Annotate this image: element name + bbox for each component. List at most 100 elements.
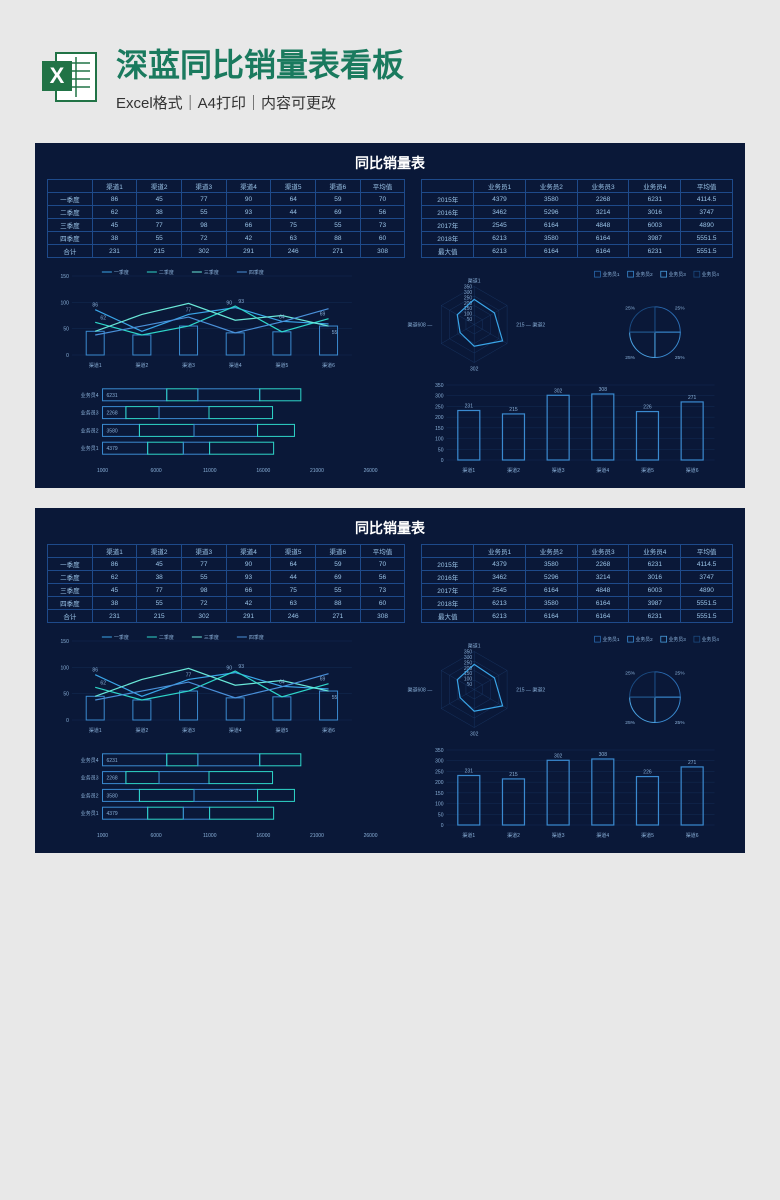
svg-text:渠道1: 渠道1	[462, 832, 475, 839]
svg-text:2268: 2268	[107, 776, 118, 782]
svg-text:业务员3: 业务员3	[669, 636, 687, 643]
svg-text:215: 215	[509, 407, 518, 413]
svg-text:77: 77	[186, 307, 192, 313]
svg-text:62: 62	[100, 680, 106, 686]
pie-chart: 业务员1业务员2业务员3业务员425%25%25%25%	[577, 266, 733, 371]
svg-text:渠道2: 渠道2	[135, 362, 148, 369]
svg-text:69: 69	[320, 312, 326, 318]
radar-chart: 50100150200250300350渠道1215 — 渠道2302渠道3渠道…	[369, 266, 567, 371]
svg-text:150: 150	[61, 274, 70, 280]
svg-text:6000: 6000	[151, 468, 162, 474]
svg-text:25%: 25%	[675, 720, 685, 726]
svg-text:业务员2: 业务员2	[636, 271, 654, 278]
svg-text:业务员1: 业务员1	[602, 271, 620, 278]
svg-text:渠道6: 渠道6	[686, 467, 699, 474]
svg-text:250: 250	[435, 769, 444, 775]
svg-text:渠道608 —: 渠道608 —	[407, 322, 432, 329]
svg-text:一季度: 一季度	[114, 634, 129, 641]
svg-text:50: 50	[466, 682, 472, 688]
svg-text:25%: 25%	[675, 355, 685, 361]
dashboard-panel: 同比销量表 渠道1渠道2渠道3渠道4渠道5渠道6平均值一季度8645779064…	[35, 508, 745, 853]
svg-text:302: 302	[554, 388, 563, 394]
svg-text:渠道6: 渠道6	[322, 362, 335, 369]
svg-text:渠道1: 渠道1	[468, 278, 481, 285]
svg-text:25%: 25%	[625, 720, 635, 726]
svg-text:250: 250	[464, 295, 473, 301]
svg-text:271: 271	[688, 395, 697, 401]
svg-text:渠道3: 渠道3	[182, 727, 195, 734]
svg-text:25%: 25%	[675, 305, 685, 311]
svg-text:渠道2: 渠道2	[507, 832, 520, 839]
svg-text:二季度: 二季度	[159, 269, 174, 276]
svg-text:90: 90	[226, 666, 232, 672]
data-table: 渠道1渠道2渠道3渠道4渠道5渠道6平均值一季度86457790645970二季…	[47, 179, 405, 258]
svg-text:3580: 3580	[107, 793, 118, 799]
svg-text:231: 231	[465, 404, 474, 410]
svg-text:渠道1: 渠道1	[89, 727, 102, 734]
svg-text:11000: 11000	[203, 833, 217, 839]
svg-text:271: 271	[688, 760, 697, 766]
svg-text:200: 200	[435, 780, 444, 786]
svg-text:4379: 4379	[107, 811, 118, 817]
svg-text:渠道4: 渠道4	[596, 467, 609, 474]
svg-text:86: 86	[92, 303, 98, 309]
svg-text:215: 215	[509, 772, 518, 778]
svg-text:0: 0	[441, 823, 444, 829]
svg-text:350: 350	[464, 285, 473, 291]
svg-text:16000: 16000	[256, 468, 270, 474]
svg-text:0: 0	[66, 718, 69, 724]
svg-text:25%: 25%	[625, 670, 635, 676]
svg-text:渠道4: 渠道4	[229, 727, 242, 734]
svg-text:64: 64	[279, 679, 285, 685]
svg-text:25%: 25%	[625, 355, 635, 361]
svg-text:6231: 6231	[107, 393, 118, 399]
svg-text:200: 200	[435, 415, 444, 421]
page-title: 深蓝同比销量表看板	[116, 40, 740, 86]
svg-text:300: 300	[464, 655, 473, 661]
svg-text:渠道1: 渠道1	[89, 362, 102, 369]
svg-text:55: 55	[332, 330, 338, 336]
stacked-hbar-chart: 业务员46231业务员32268业务员23580业务员1437910006000…	[47, 379, 400, 474]
svg-text:300: 300	[435, 759, 444, 765]
svg-text:渠道6: 渠道6	[686, 832, 699, 839]
svg-text:二季度: 二季度	[159, 634, 174, 641]
svg-text:业务员1: 业务员1	[81, 445, 99, 452]
svg-text:渠道3: 渠道3	[182, 362, 195, 369]
data-table: 业务员1业务员2业务员3业务员4平均值2015年4379358022686231…	[421, 179, 733, 258]
vbar-chart: 050100150200250300350231渠道1215渠道2302渠道33…	[412, 379, 733, 474]
svg-text:渠道608 —: 渠道608 —	[407, 687, 432, 694]
svg-text:渠道3: 渠道3	[552, 832, 565, 839]
svg-text:308: 308	[599, 387, 608, 393]
svg-text:93: 93	[238, 299, 244, 305]
svg-text:302: 302	[470, 367, 479, 372]
svg-text:50: 50	[438, 812, 444, 818]
svg-text:渠道2: 渠道2	[507, 467, 520, 474]
svg-text:业务员3: 业务员3	[669, 271, 687, 278]
svg-text:业务员4: 业务员4	[81, 392, 99, 399]
svg-text:业务员4: 业务员4	[702, 636, 720, 643]
svg-text:业务员3: 业务员3	[81, 410, 99, 417]
svg-text:X: X	[50, 63, 65, 88]
svg-text:250: 250	[435, 404, 444, 410]
svg-text:64: 64	[279, 314, 285, 320]
svg-text:100: 100	[61, 665, 70, 671]
svg-text:业务员4: 业务员4	[81, 757, 99, 764]
dashboard-panel: 同比销量表 渠道1渠道2渠道3渠道4渠道5渠道6平均值一季度8645779064…	[35, 143, 745, 488]
svg-text:1000: 1000	[97, 833, 108, 839]
svg-text:业务员2: 业务员2	[81, 427, 99, 434]
combo-chart: 一季度二季度三季度四季度0501001508662779093646955渠道1…	[47, 266, 359, 371]
svg-text:300: 300	[464, 290, 473, 296]
svg-text:业务员3: 业务员3	[81, 775, 99, 782]
svg-text:231: 231	[465, 769, 474, 775]
svg-text:69: 69	[320, 677, 326, 683]
svg-text:308: 308	[599, 752, 608, 758]
svg-text:150: 150	[435, 791, 444, 797]
svg-text:6000: 6000	[151, 833, 162, 839]
svg-text:350: 350	[435, 748, 444, 754]
svg-text:300: 300	[435, 394, 444, 400]
svg-text:渠道1: 渠道1	[468, 643, 481, 650]
svg-text:1000: 1000	[97, 468, 108, 474]
stacked-hbar-chart: 业务员46231业务员32268业务员23580业务员1437910006000…	[47, 744, 400, 839]
svg-text:11000: 11000	[203, 468, 217, 474]
svg-text:渠道5: 渠道5	[641, 832, 654, 839]
